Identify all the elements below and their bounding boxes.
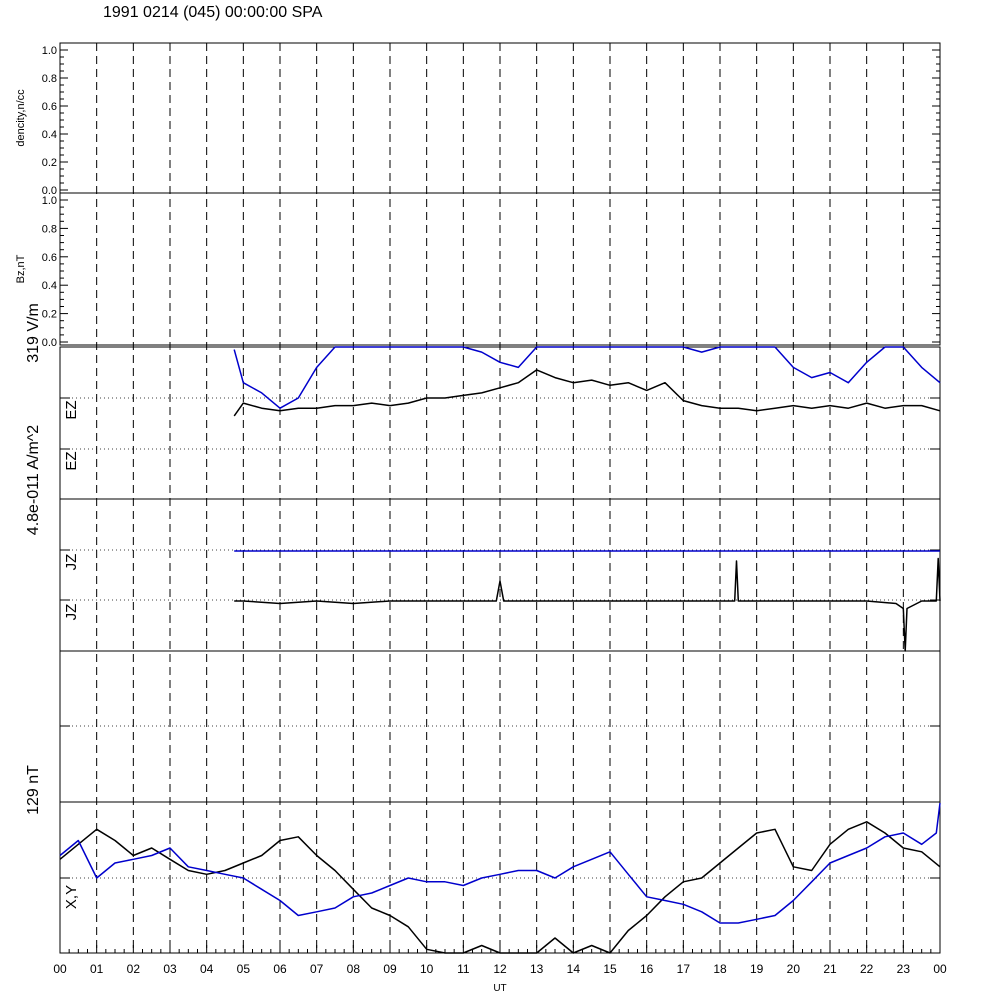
x-tick-label: 09 bbox=[383, 962, 397, 976]
series-line-blue bbox=[233, 346, 941, 409]
x-tick-label: 11 bbox=[457, 962, 470, 976]
x-tick-label: 04 bbox=[200, 962, 214, 976]
series-line-black bbox=[234, 557, 941, 652]
y-tick-label: 0.2 bbox=[42, 309, 57, 321]
y-tick-label: 1.0 bbox=[42, 195, 57, 207]
x-tick-label: 18 bbox=[713, 962, 727, 976]
x-tick-label: 17 bbox=[677, 962, 691, 976]
x-tick-label: 16 bbox=[640, 962, 654, 976]
x-tick-label: 12 bbox=[493, 962, 507, 976]
y-tick-label: 1.0 bbox=[42, 45, 57, 57]
y-axis-label: Bz,nT bbox=[15, 254, 27, 283]
y-tick-label: 0.2 bbox=[42, 157, 57, 169]
panel-frame bbox=[59, 192, 941, 346]
x-tick-label: 20 bbox=[787, 962, 801, 976]
y-tick-label: 0.0 bbox=[42, 337, 57, 349]
trace-label: EZ bbox=[63, 451, 80, 470]
y-tick-label: 0.0 bbox=[42, 185, 57, 197]
x-tick-label: 15 bbox=[603, 962, 617, 976]
series-line-black bbox=[233, 369, 941, 417]
trace-label: X,Y bbox=[63, 885, 80, 909]
y-tick-label: 0.6 bbox=[42, 252, 57, 264]
x-tick-label: 19 bbox=[750, 962, 764, 976]
x-tick-label: 14 bbox=[567, 962, 581, 976]
scale-label: 129 nT bbox=[25, 765, 42, 815]
x-tick-label: 22 bbox=[860, 962, 874, 976]
x-tick-label: 00 bbox=[933, 962, 947, 976]
hour-gridlines bbox=[96, 43, 904, 953]
x-tick-label: 05 bbox=[237, 962, 251, 976]
x-tick-label: 06 bbox=[273, 962, 287, 976]
x-tick-label: 01 bbox=[90, 962, 104, 976]
page-title: 1991 0214 (045) 00:00:00 SPA bbox=[103, 4, 323, 21]
x-tick-label: 10 bbox=[420, 962, 434, 976]
data-traces bbox=[59, 346, 941, 954]
y-tick-label: 0.8 bbox=[42, 73, 57, 85]
x-tick-label: 23 bbox=[897, 962, 911, 976]
x-tick-label: 13 bbox=[530, 962, 544, 976]
scale-label: 4.8e-011 A/m^2 bbox=[25, 425, 42, 535]
panel-frames bbox=[59, 42, 941, 954]
y-tick-label: 0.6 bbox=[42, 101, 57, 113]
trace-label: EZ bbox=[63, 400, 80, 419]
x-tick-label: 03 bbox=[163, 962, 177, 976]
y-axis-label: dencity,n/cc bbox=[15, 89, 27, 147]
scale-label: 319 V/m bbox=[25, 303, 42, 363]
x-tick-label: 21 bbox=[823, 962, 837, 976]
x-tick-label: 00 bbox=[53, 962, 67, 976]
trace-label: JZ bbox=[63, 604, 80, 621]
y-tick-label: 0.4 bbox=[42, 129, 57, 141]
x-tick-label: 07 bbox=[310, 962, 324, 976]
y-tick-label: 0.4 bbox=[42, 280, 57, 292]
y-tick-label: 0.8 bbox=[42, 223, 57, 235]
x-tick-label: 02 bbox=[127, 962, 141, 976]
trace-label: JZ bbox=[63, 554, 80, 571]
axis-labels: 0.0 0.2 0.4 0.6 0.8 1.0 dencity,n/cc 0.0 0.2 0.4 0… bbox=[15, 45, 947, 994]
x-axis-label: UT bbox=[493, 983, 506, 994]
panel-frame bbox=[59, 42, 941, 194]
x-tick-label: 08 bbox=[347, 962, 361, 976]
series-line-black bbox=[59, 821, 941, 954]
series-line-blue bbox=[59, 802, 941, 924]
